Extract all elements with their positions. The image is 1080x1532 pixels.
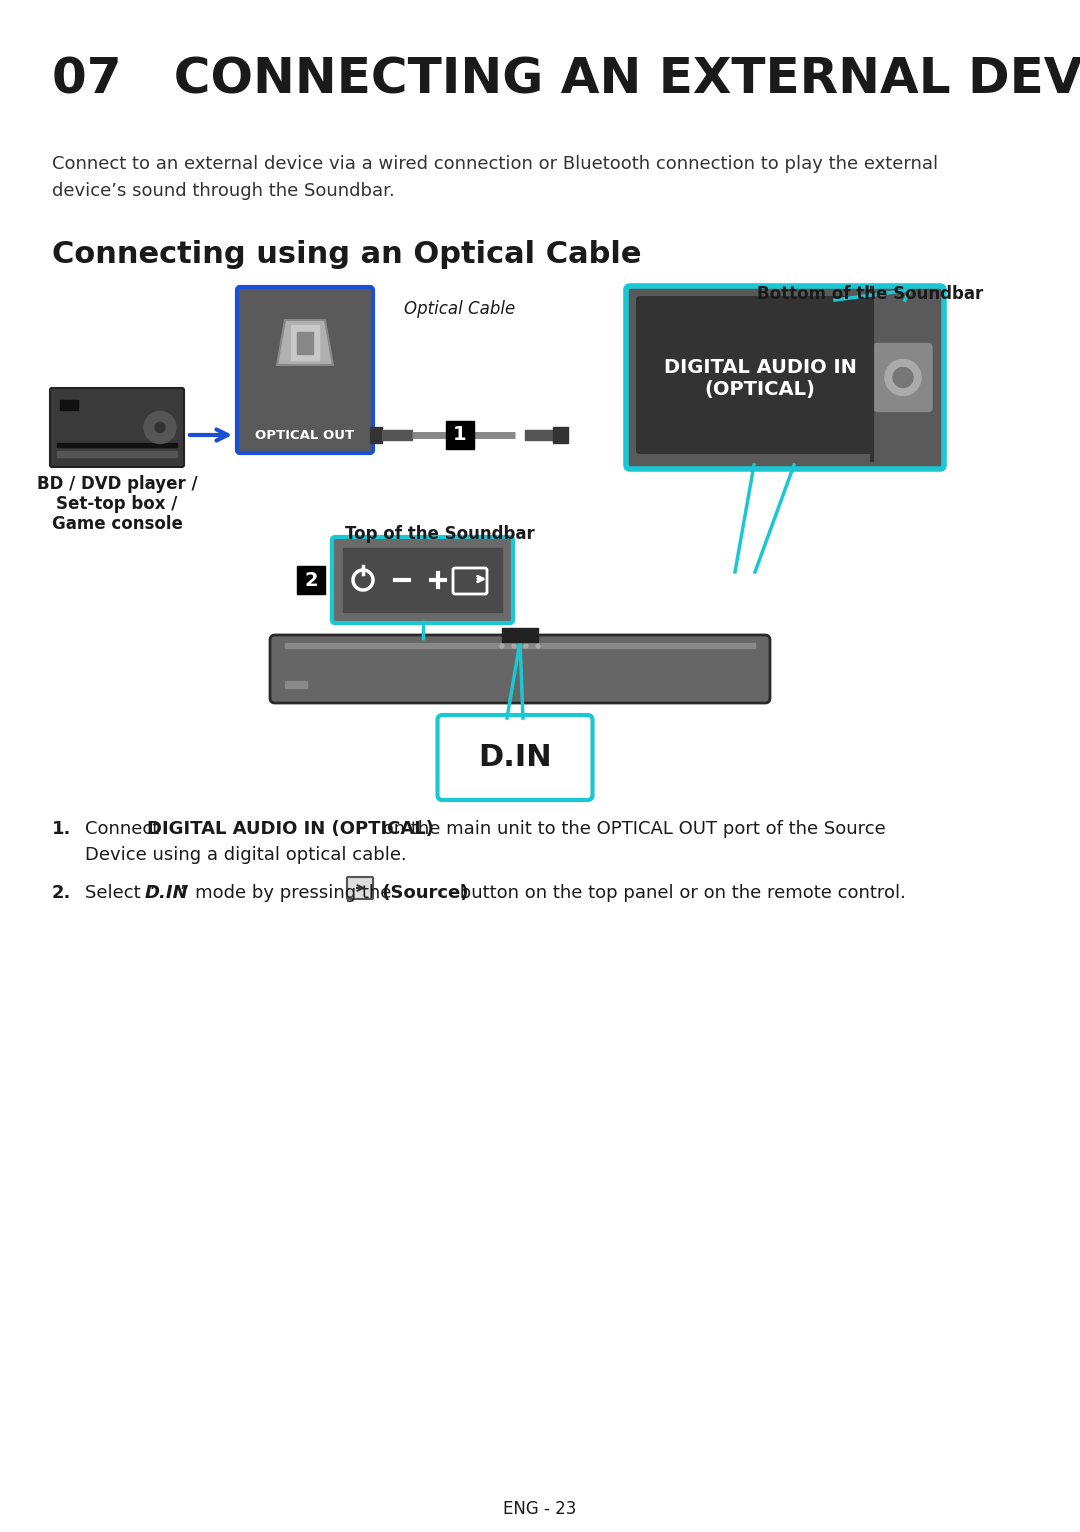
Text: Game console: Game console xyxy=(52,515,183,533)
Text: Connect to an external device via a wired connection or Bluetooth connection to : Connect to an external device via a wire… xyxy=(52,155,939,173)
Bar xyxy=(285,643,755,648)
Text: Select “: Select “ xyxy=(85,884,156,902)
Text: ENG - 23: ENG - 23 xyxy=(503,1500,577,1518)
FancyBboxPatch shape xyxy=(332,538,513,624)
Text: Connecting using an Optical Cable: Connecting using an Optical Cable xyxy=(52,241,642,270)
FancyBboxPatch shape xyxy=(626,286,944,469)
FancyBboxPatch shape xyxy=(347,876,373,899)
Text: Top of the Soundbar: Top of the Soundbar xyxy=(346,525,535,542)
Circle shape xyxy=(512,643,516,648)
FancyBboxPatch shape xyxy=(437,715,593,800)
Text: OPTICAL OUT: OPTICAL OUT xyxy=(256,429,354,443)
Text: 1.: 1. xyxy=(52,820,71,838)
Polygon shape xyxy=(276,320,333,365)
Text: (Source): (Source) xyxy=(376,884,469,902)
FancyBboxPatch shape xyxy=(270,634,770,703)
Text: Set-top box /: Set-top box / xyxy=(56,495,178,513)
Bar xyxy=(446,421,474,449)
Text: 2.: 2. xyxy=(52,884,71,902)
Bar xyxy=(370,427,382,443)
FancyBboxPatch shape xyxy=(237,286,373,453)
Circle shape xyxy=(524,643,528,648)
Bar xyxy=(297,565,325,594)
Text: D.IN: D.IN xyxy=(478,743,552,772)
Bar xyxy=(553,427,568,443)
Circle shape xyxy=(500,643,504,648)
Bar xyxy=(285,682,307,688)
Text: Bottom of the Soundbar: Bottom of the Soundbar xyxy=(757,285,983,303)
Text: Optical Cable: Optical Cable xyxy=(404,300,515,319)
Bar xyxy=(382,430,411,440)
FancyBboxPatch shape xyxy=(50,388,184,467)
Circle shape xyxy=(144,412,176,443)
Text: 07   CONNECTING AN EXTERNAL DEVICE: 07 CONNECTING AN EXTERNAL DEVICE xyxy=(52,55,1080,103)
Bar xyxy=(291,325,319,360)
Bar xyxy=(343,548,502,611)
Text: DIGITAL AUDIO IN (OPTICAL): DIGITAL AUDIO IN (OPTICAL) xyxy=(147,820,434,838)
Text: device’s sound through the Soundbar.: device’s sound through the Soundbar. xyxy=(52,182,395,201)
Bar xyxy=(502,628,538,642)
Text: Connect: Connect xyxy=(85,820,165,838)
FancyBboxPatch shape xyxy=(636,296,874,453)
Circle shape xyxy=(156,423,165,432)
Text: (OPTICAL): (OPTICAL) xyxy=(704,380,815,398)
Text: button on the top panel or on the remote control.: button on the top panel or on the remote… xyxy=(454,884,906,902)
Circle shape xyxy=(885,360,921,395)
Bar xyxy=(297,332,313,354)
Text: ” mode by pressing the: ” mode by pressing the xyxy=(180,884,397,902)
Bar xyxy=(57,443,177,447)
Bar xyxy=(525,430,553,440)
Text: D.IN: D.IN xyxy=(145,884,189,902)
Text: BD / DVD player /: BD / DVD player / xyxy=(37,475,198,493)
Circle shape xyxy=(893,368,913,388)
Text: 1: 1 xyxy=(454,426,467,444)
FancyBboxPatch shape xyxy=(874,343,932,412)
Text: DIGITAL AUDIO IN: DIGITAL AUDIO IN xyxy=(663,358,856,377)
Bar xyxy=(60,400,78,411)
Text: on the main unit to the OPTICAL OUT port of the Source: on the main unit to the OPTICAL OUT port… xyxy=(377,820,886,838)
Circle shape xyxy=(536,643,540,648)
Text: Device using a digital optical cable.: Device using a digital optical cable. xyxy=(85,846,407,864)
Bar xyxy=(57,450,177,457)
Text: 2: 2 xyxy=(305,570,318,590)
